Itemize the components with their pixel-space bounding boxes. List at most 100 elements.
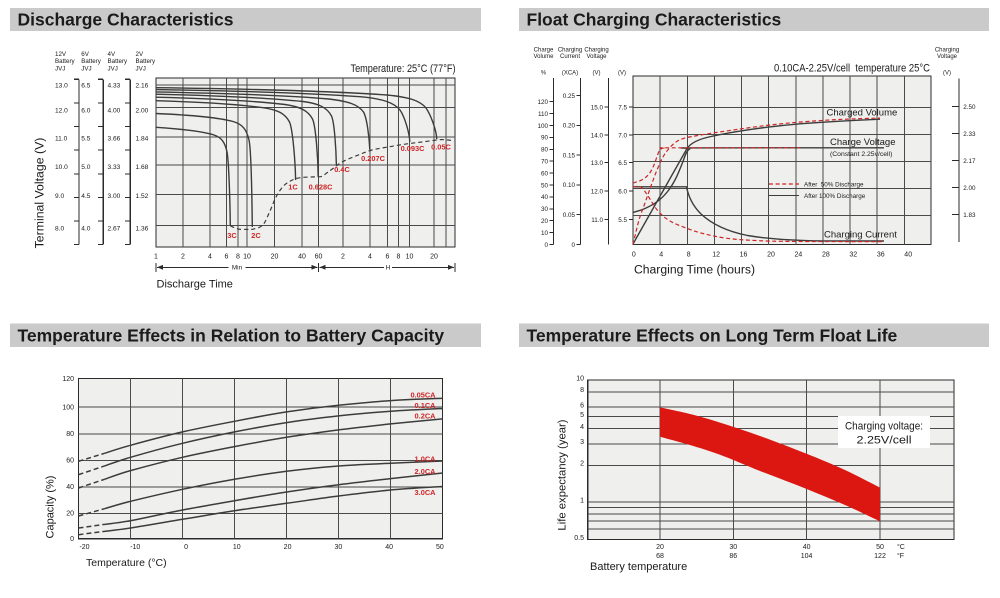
svg-text:JVJ: JVJ <box>108 65 118 72</box>
svg-text:After 100% Discharge: After 100% Discharge <box>804 193 866 200</box>
svg-text:1.0CA: 1.0CA <box>415 454 437 463</box>
svg-text:24: 24 <box>795 251 803 258</box>
svg-text:%: % <box>541 71 547 77</box>
svg-text:10: 10 <box>576 375 584 382</box>
svg-text:0: 0 <box>70 536 74 543</box>
svg-text:Voltage: Voltage <box>586 54 607 60</box>
svg-text:20: 20 <box>541 218 549 225</box>
svg-text:1.36: 1.36 <box>136 225 149 232</box>
svg-text:20: 20 <box>271 254 279 261</box>
svg-text:Voltage: Voltage <box>937 54 958 60</box>
svg-text:68: 68 <box>656 553 664 560</box>
svg-text:0: 0 <box>632 251 636 258</box>
svg-text:30: 30 <box>541 206 549 213</box>
svg-text:8: 8 <box>236 254 240 261</box>
svg-text:Float Charging Characteristics: Float Charging Characteristics <box>527 10 782 30</box>
svg-text:40: 40 <box>66 484 74 491</box>
svg-text:°F: °F <box>897 552 904 560</box>
svg-text:H: H <box>386 265 391 272</box>
svg-text:6: 6 <box>580 402 584 409</box>
svg-text:4.00: 4.00 <box>108 107 121 114</box>
svg-text:5.0: 5.0 <box>81 164 90 171</box>
svg-text:120: 120 <box>62 376 74 383</box>
svg-text:10: 10 <box>406 254 414 261</box>
svg-text:1.68: 1.68 <box>136 164 149 171</box>
svg-text:Discharge Time: Discharge Time <box>157 279 233 291</box>
svg-text:0.25: 0.25 <box>563 93 576 100</box>
svg-text:(Constant 2.25v/cell): (Constant 2.25v/cell) <box>830 151 892 158</box>
svg-text:60: 60 <box>541 170 549 177</box>
svg-text:100: 100 <box>62 404 74 411</box>
svg-text:Temperature (°C): Temperature (°C) <box>86 557 167 569</box>
svg-text:0.10CA-2.25V/cell temperature: 0.10CA-2.25V/cell temperature 25°C <box>774 63 930 75</box>
svg-text:104: 104 <box>801 553 813 560</box>
svg-text:0.05: 0.05 <box>563 212 576 219</box>
svg-text:12: 12 <box>712 251 720 258</box>
svg-text:2.00: 2.00 <box>136 107 149 114</box>
svg-text:2C: 2C <box>251 231 261 240</box>
svg-text:Temperature Effects in Relatio: Temperature Effects in Relation to Batte… <box>18 325 445 345</box>
svg-text:40: 40 <box>385 544 393 551</box>
svg-text:32: 32 <box>849 251 857 258</box>
svg-text:1C: 1C <box>288 183 298 192</box>
svg-text:20: 20 <box>66 511 74 518</box>
svg-text:1.84: 1.84 <box>136 135 149 142</box>
svg-text:2.67: 2.67 <box>108 225 121 232</box>
svg-text:Temperature: 25°C (77°F): Temperature: 25°C (77°F) <box>351 63 456 75</box>
svg-text:12V: 12V <box>55 51 67 58</box>
svg-text:6: 6 <box>386 254 390 261</box>
svg-text:Charge Voltage: Charge Voltage <box>830 137 896 148</box>
svg-text:2V: 2V <box>136 51 144 58</box>
svg-text:40: 40 <box>298 254 306 261</box>
svg-text:8: 8 <box>397 254 401 261</box>
svg-text:Charging Current: Charging Current <box>824 229 897 240</box>
svg-text:0.05CA: 0.05CA <box>410 391 436 400</box>
svg-text:6.5: 6.5 <box>81 82 90 89</box>
svg-text:30: 30 <box>729 544 737 551</box>
svg-text:36: 36 <box>877 251 885 258</box>
svg-text:After 50% Discharge: After 50% Discharge <box>804 182 864 189</box>
svg-text:4: 4 <box>659 251 663 258</box>
svg-text:5.5: 5.5 <box>81 135 90 142</box>
svg-text:Current: Current <box>560 54 580 60</box>
svg-text:60: 60 <box>66 458 74 465</box>
svg-text:90: 90 <box>541 135 549 142</box>
svg-text:1.83: 1.83 <box>963 212 976 219</box>
svg-text:8: 8 <box>687 251 691 258</box>
svg-text:0: 0 <box>544 242 548 249</box>
svg-text:(V): (V) <box>943 71 951 77</box>
svg-text:1: 1 <box>154 254 158 261</box>
svg-text:Battery temperature: Battery temperature <box>590 561 687 573</box>
svg-text:100: 100 <box>537 123 548 130</box>
svg-text:10: 10 <box>541 230 549 237</box>
svg-text:40: 40 <box>803 544 811 551</box>
svg-text:7.5: 7.5 <box>618 104 627 111</box>
svg-text:2.16: 2.16 <box>136 82 149 89</box>
svg-text:-20: -20 <box>79 544 89 551</box>
svg-text:5.5: 5.5 <box>618 217 627 224</box>
svg-text:10.0: 10.0 <box>55 164 68 171</box>
svg-text:0: 0 <box>184 544 188 551</box>
svg-text:70: 70 <box>541 159 549 166</box>
svg-text:Charging: Charging <box>558 48 582 54</box>
svg-text:40: 40 <box>904 251 912 258</box>
svg-text:110: 110 <box>538 111 549 118</box>
svg-text:0.1CA: 0.1CA <box>415 401 437 410</box>
svg-text:16: 16 <box>740 251 748 258</box>
svg-text:Charging: Charging <box>935 48 959 54</box>
svg-text:Battery: Battery <box>55 58 76 65</box>
svg-text:20: 20 <box>767 251 775 258</box>
svg-text:Charged Volume: Charged Volume <box>827 107 898 118</box>
svg-text:4: 4 <box>580 424 584 431</box>
svg-text:14.0: 14.0 <box>591 132 604 139</box>
svg-text:3.00: 3.00 <box>108 193 121 200</box>
svg-text:0: 0 <box>571 242 575 249</box>
svg-text:°C: °C <box>897 543 905 551</box>
svg-text:0.20: 0.20 <box>563 123 576 130</box>
svg-text:4.5: 4.5 <box>81 193 90 200</box>
svg-text:0.05C: 0.05C <box>431 143 451 152</box>
svg-text:6.0: 6.0 <box>81 107 90 114</box>
svg-text:Min: Min <box>232 265 243 272</box>
svg-text:13.0: 13.0 <box>591 160 604 167</box>
svg-text:3.0CA: 3.0CA <box>415 488 437 497</box>
